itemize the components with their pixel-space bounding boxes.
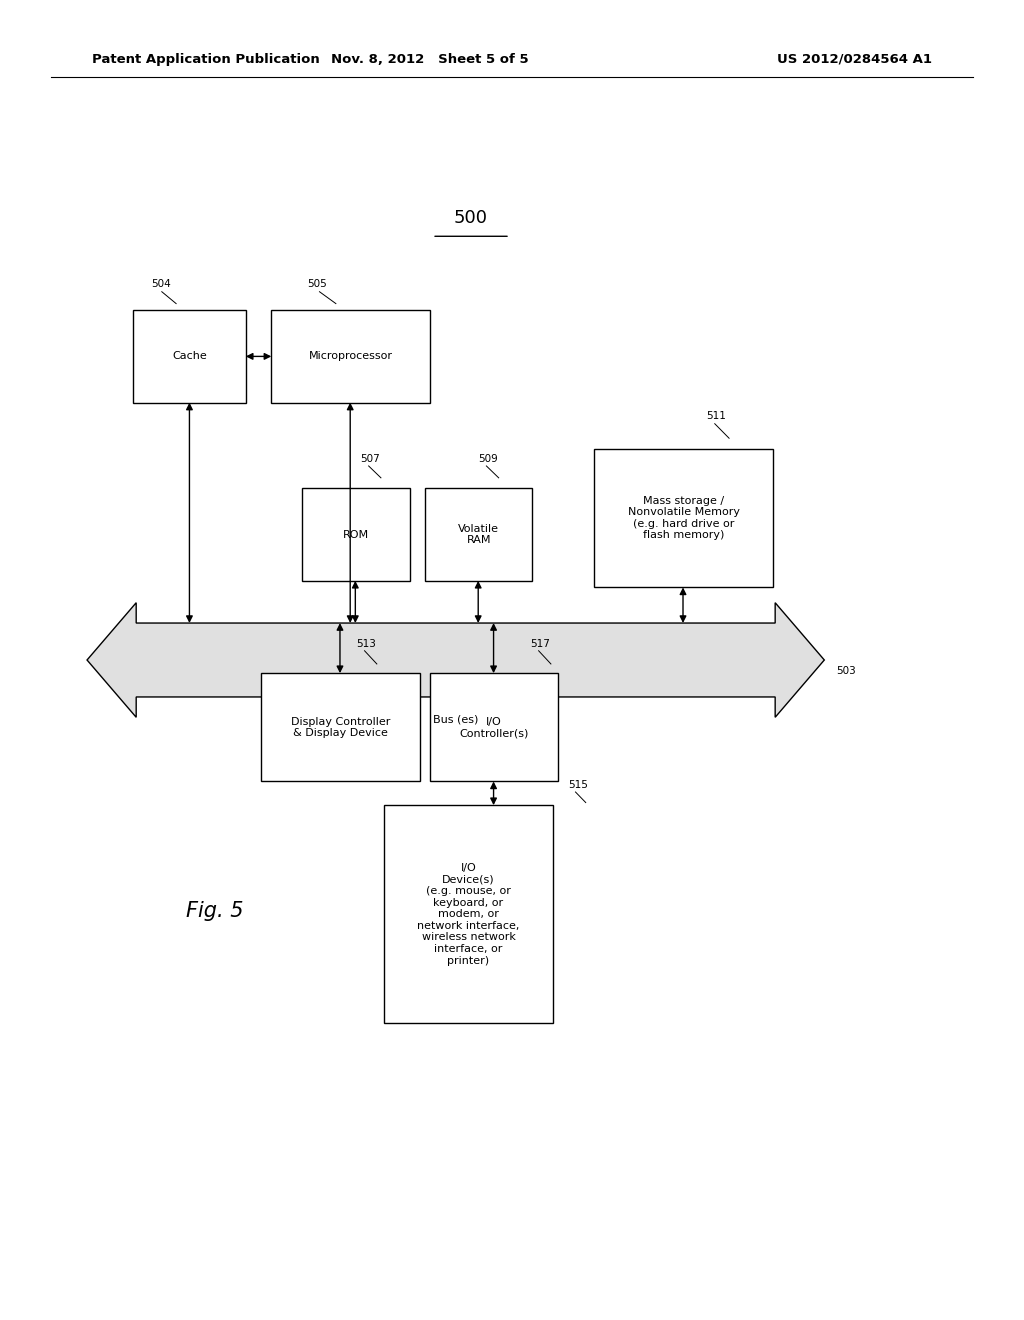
Text: I/O
Controller(s): I/O Controller(s) [460, 717, 528, 738]
Text: Fig. 5: Fig. 5 [186, 900, 244, 921]
FancyBboxPatch shape [384, 805, 553, 1023]
FancyBboxPatch shape [425, 488, 532, 581]
FancyBboxPatch shape [594, 449, 773, 587]
Text: Patent Application Publication: Patent Application Publication [92, 53, 319, 66]
Text: I/O
Device(s)
(e.g. mouse, or
keyboard, or
modem, or
network interface,
wireless: I/O Device(s) (e.g. mouse, or keyboard, … [418, 863, 519, 965]
Text: Volatile
RAM: Volatile RAM [458, 524, 500, 545]
Text: US 2012/0284564 A1: US 2012/0284564 A1 [777, 53, 932, 66]
Text: 505: 505 [307, 279, 327, 289]
Text: Microprocessor: Microprocessor [308, 351, 393, 362]
Text: 504: 504 [152, 279, 171, 289]
Text: Bus (es): Bus (es) [433, 714, 478, 725]
Text: 517: 517 [530, 639, 550, 649]
FancyBboxPatch shape [133, 310, 246, 403]
Text: 507: 507 [360, 454, 380, 465]
Text: Mass storage /
Nonvolatile Memory
(e.g. hard drive or
flash memory): Mass storage / Nonvolatile Memory (e.g. … [628, 496, 739, 540]
Text: 513: 513 [356, 639, 376, 649]
FancyBboxPatch shape [261, 673, 420, 781]
Text: 500: 500 [454, 209, 488, 227]
Text: Display Controller
& Display Device: Display Controller & Display Device [291, 717, 390, 738]
Text: ROM: ROM [343, 529, 369, 540]
Text: Cache: Cache [172, 351, 207, 362]
FancyBboxPatch shape [271, 310, 430, 403]
FancyBboxPatch shape [430, 673, 558, 781]
Polygon shape [87, 603, 824, 717]
Text: 515: 515 [568, 780, 588, 791]
FancyBboxPatch shape [302, 488, 410, 581]
Text: Nov. 8, 2012   Sheet 5 of 5: Nov. 8, 2012 Sheet 5 of 5 [332, 53, 528, 66]
Text: 509: 509 [478, 454, 498, 465]
Text: 511: 511 [707, 411, 726, 421]
Text: 503: 503 [837, 665, 856, 676]
